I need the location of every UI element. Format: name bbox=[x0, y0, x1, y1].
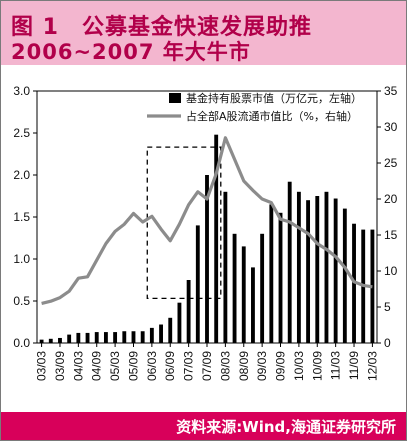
x-axis-tick-label: 04/09 bbox=[90, 351, 104, 381]
x-axis-tick-label: 03/03 bbox=[35, 351, 49, 381]
bar-11-06 bbox=[342, 208, 347, 343]
bar-10-03 bbox=[296, 191, 301, 343]
x-axis-tick-label: 06/03 bbox=[145, 351, 159, 381]
bar-04-12 bbox=[103, 332, 108, 343]
bar-03-12 bbox=[67, 334, 72, 343]
source-text: 资料来源:Wind,海通证券研究所 bbox=[176, 418, 396, 436]
bar-07-09 bbox=[205, 175, 209, 343]
bar-06-12 bbox=[177, 302, 182, 343]
x-axis-tick-label: 09/09 bbox=[274, 351, 288, 381]
left-axis-tick-label: 0.5 bbox=[13, 294, 30, 308]
right-axis-tick-label: 15 bbox=[384, 228, 398, 242]
left-axis-tick-label: 1.0 bbox=[13, 252, 30, 266]
bar-04-09 bbox=[94, 332, 99, 343]
right-axis-tick-label: 25 bbox=[384, 156, 398, 170]
bar-07-06 bbox=[195, 225, 200, 343]
x-axis-tick-label: 11/03 bbox=[329, 351, 343, 380]
source-bar: 资料来源:Wind,海通证券研究所 bbox=[1, 412, 406, 440]
combo-chart: 0.0 0.5 1.0 1.5 2.0 2.5 3.0 0 5 10 15 20 25 30 35 03/03… bbox=[13, 84, 398, 381]
bar-08-12 bbox=[251, 267, 255, 343]
x-axis-tick-label: 10/03 bbox=[292, 351, 306, 381]
x-axis-tick-label: 05/03 bbox=[108, 351, 122, 381]
bar-11-03 bbox=[333, 198, 338, 343]
left-axis-tick-label: 2.5 bbox=[13, 126, 30, 140]
legend-line-label: 占全部A股流通市值比（%，右轴） bbox=[186, 109, 358, 123]
line-series bbox=[41, 136, 373, 305]
figure-title-line2: 2006~2007 年大牛市 bbox=[11, 40, 251, 64]
bar-10-06 bbox=[306, 200, 311, 343]
figure-title-box: 图 1 公募基金快速发展助推 2006~2007 年大牛市 bbox=[1, 1, 406, 65]
x-axis-tick-label: 06/09 bbox=[163, 351, 177, 381]
x-axis-tick-label: 05/09 bbox=[126, 351, 140, 381]
highlight-box bbox=[146, 146, 222, 300]
bar-08-03 bbox=[223, 191, 228, 343]
bar-06-09 bbox=[168, 317, 173, 343]
bar-05-09 bbox=[131, 331, 136, 343]
x-axis-tick-label: 04/03 bbox=[71, 351, 85, 381]
bar-05-03 bbox=[113, 332, 118, 343]
right-axis-tick-label: 30 bbox=[384, 120, 398, 134]
bar-09-12 bbox=[287, 181, 292, 343]
bar-09-09 bbox=[278, 212, 283, 343]
x-axis-tick-label: 09/03 bbox=[255, 351, 269, 381]
right-axis-tick-label: 10 bbox=[384, 264, 398, 278]
figure-title-line1: 图 1 公募基金快速发展助推 bbox=[11, 15, 312, 40]
bar-04-06 bbox=[85, 332, 90, 343]
right-axis-tick-label: 20 bbox=[384, 192, 398, 206]
x-axis-tick-label: 08/09 bbox=[237, 351, 251, 381]
bar-07-03 bbox=[186, 280, 191, 343]
left-axis-tick-label: 1.5 bbox=[13, 210, 30, 224]
legend-bar-swatch bbox=[169, 93, 181, 103]
bar-05-06 bbox=[122, 331, 127, 343]
left-axis-tick-label: 2.0 bbox=[13, 168, 30, 182]
bar-09-03 bbox=[260, 233, 265, 343]
left-axis-tick-label: 3.0 bbox=[13, 84, 30, 98]
bar-04-03 bbox=[76, 332, 81, 343]
x-axis-tick-label: 11/09 bbox=[347, 351, 361, 380]
right-axis-tick-label: 0 bbox=[384, 336, 391, 350]
bar-06-06 bbox=[159, 324, 163, 343]
x-axis-tick-label: 03/09 bbox=[53, 351, 67, 381]
bar-05-12 bbox=[140, 331, 145, 343]
bar-10-09 bbox=[315, 196, 320, 343]
left-axis-tick-label: 0.0 bbox=[13, 336, 30, 350]
bar-08-09 bbox=[241, 246, 246, 343]
bar-09-06 bbox=[269, 204, 274, 343]
x-axis-tick-label: 12/03 bbox=[365, 351, 379, 381]
x-axis-tick-label: 07/09 bbox=[200, 351, 214, 381]
bar-03-06 bbox=[48, 338, 53, 343]
bar-10-12 bbox=[324, 191, 329, 343]
x-axis-tick-label: 10/09 bbox=[310, 351, 324, 381]
legend-bar-label: 基金持有股票市值（万亿元，左轴） bbox=[186, 91, 362, 105]
bar-06-03 bbox=[149, 327, 154, 343]
x-axis-tick-label: 08/03 bbox=[218, 351, 232, 381]
right-axis-tick-label: 35 bbox=[384, 84, 398, 98]
bar-03-09 bbox=[58, 337, 62, 343]
right-axis-tick-label: 5 bbox=[384, 300, 391, 314]
x-axis-tick-label: 07/03 bbox=[182, 351, 196, 381]
bar-03-03 bbox=[39, 339, 44, 343]
bar-07-12 bbox=[214, 134, 219, 343]
bar-08-06 bbox=[232, 233, 237, 343]
